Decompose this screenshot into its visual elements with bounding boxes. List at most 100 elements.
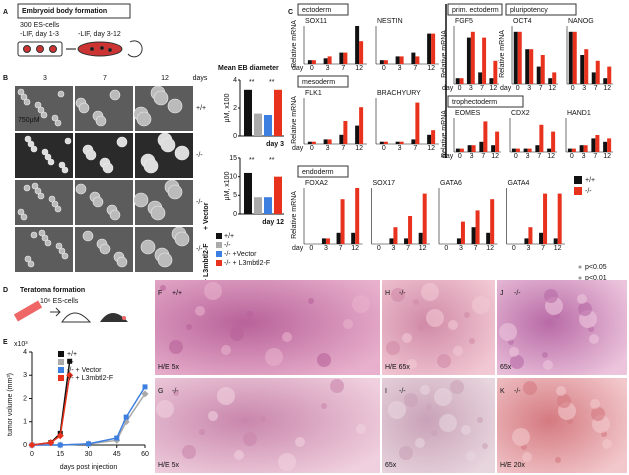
bar	[311, 141, 316, 144]
x-tick-label: 0	[310, 145, 314, 152]
column-header: 3	[43, 75, 47, 82]
stain-label: H/E 5x	[158, 364, 180, 371]
legend-swatch	[216, 233, 222, 239]
y-tick-label: 10	[229, 174, 237, 181]
tissue-detail	[407, 359, 417, 369]
tissue-detail	[260, 416, 266, 422]
x-axis-label: day	[500, 85, 512, 92]
tissue-detail	[415, 438, 425, 448]
significance: **	[249, 157, 255, 164]
panel-label: E	[3, 339, 8, 346]
bar	[455, 148, 460, 152]
bar	[327, 139, 332, 144]
row-label: -/-	[196, 199, 203, 206]
legend-label: +/+	[67, 351, 77, 358]
tissue-detail	[247, 311, 253, 317]
panel-label: C	[288, 9, 293, 16]
embryoid-body	[109, 209, 121, 221]
legend-label: -/-	[67, 359, 74, 366]
genotype-label: -/-	[172, 388, 179, 395]
bar	[395, 56, 400, 64]
x-tick-label: 7	[593, 153, 597, 160]
embryoid-body	[24, 255, 32, 263]
gene-name: HAND1	[567, 110, 591, 117]
cells-text: 10⁶ ES-cells	[40, 298, 79, 305]
embryoid-body	[37, 192, 45, 200]
legend-swatch	[216, 260, 222, 266]
chart-title: Mean EB diameter	[218, 65, 279, 72]
embryoid-body	[34, 187, 42, 195]
bar	[580, 55, 585, 84]
bar	[486, 232, 491, 244]
embryoid-body	[58, 247, 66, 255]
gene-name: BRACHYURY	[377, 90, 421, 97]
series-line	[32, 386, 146, 446]
bar	[552, 72, 557, 84]
y-tick-label: 5	[233, 192, 237, 199]
tissue-detail	[182, 445, 196, 459]
embryoid-body	[75, 183, 87, 195]
tissue-detail	[399, 446, 413, 460]
legend-label: -/-	[224, 242, 231, 249]
bar	[584, 49, 589, 84]
stain-label: H/E 65x	[385, 364, 410, 371]
micrograph	[75, 227, 133, 272]
x-tick-label: 3	[469, 85, 473, 92]
x-tick-label: 7	[341, 65, 345, 72]
x-tick-label: 3	[326, 65, 330, 72]
genotype-label: +/+	[172, 290, 182, 297]
embryoid-body	[30, 231, 38, 239]
x-tick-label: 60	[141, 451, 149, 458]
embryoid-body	[38, 229, 46, 237]
bar	[491, 145, 496, 152]
x-tick-label: 7	[341, 145, 345, 152]
chart-label: day 3	[266, 141, 284, 148]
series-line	[31, 375, 71, 446]
gene-name: FGF5	[455, 18, 473, 25]
x-tick-label: 12	[486, 245, 494, 252]
bar	[539, 232, 544, 244]
panel-label: G	[158, 388, 163, 395]
bar	[311, 60, 316, 64]
y-axis-label: Relative mRNA	[291, 20, 298, 68]
group-box	[297, 165, 349, 178]
bar	[383, 60, 388, 64]
bar	[459, 148, 464, 152]
embryoid-body	[17, 88, 25, 96]
embryoid-body	[116, 136, 128, 148]
legend-label: +/+	[224, 233, 234, 240]
tissue-detail	[230, 327, 244, 341]
tissue-detail	[317, 353, 331, 367]
embryoid-body	[143, 158, 159, 174]
bar	[339, 52, 344, 64]
x-tick-label: 3	[470, 153, 474, 160]
x-tick-label: 12	[547, 153, 555, 160]
bar	[339, 134, 344, 144]
tissue-detail	[472, 296, 490, 314]
x-axis-label: days post injection	[60, 464, 118, 471]
tissue-detail	[577, 294, 587, 304]
micrograph	[75, 133, 133, 178]
bar	[343, 121, 348, 144]
x-tick-label: 7	[537, 153, 541, 160]
panel-label: D	[3, 287, 8, 294]
group-title: trophectoderm	[452, 99, 497, 106]
data-point	[123, 414, 129, 420]
y-axis-label: Relative mRNA	[499, 30, 506, 78]
tissue-detail	[199, 429, 205, 435]
significance: **	[269, 157, 275, 164]
group-box	[297, 3, 349, 16]
tissue-detail	[453, 346, 463, 356]
bar	[535, 145, 540, 152]
gene-name: FOXA2	[305, 180, 328, 187]
bar	[307, 141, 312, 144]
bar	[418, 232, 423, 244]
micrograph	[15, 180, 73, 225]
micrograph	[15, 133, 73, 178]
tissue-detail	[234, 450, 244, 460]
embryoid-body	[95, 115, 107, 127]
data-point	[66, 371, 74, 379]
bar	[482, 37, 487, 84]
embryoid-body	[20, 213, 28, 221]
x-tick-label: 30	[85, 451, 93, 458]
